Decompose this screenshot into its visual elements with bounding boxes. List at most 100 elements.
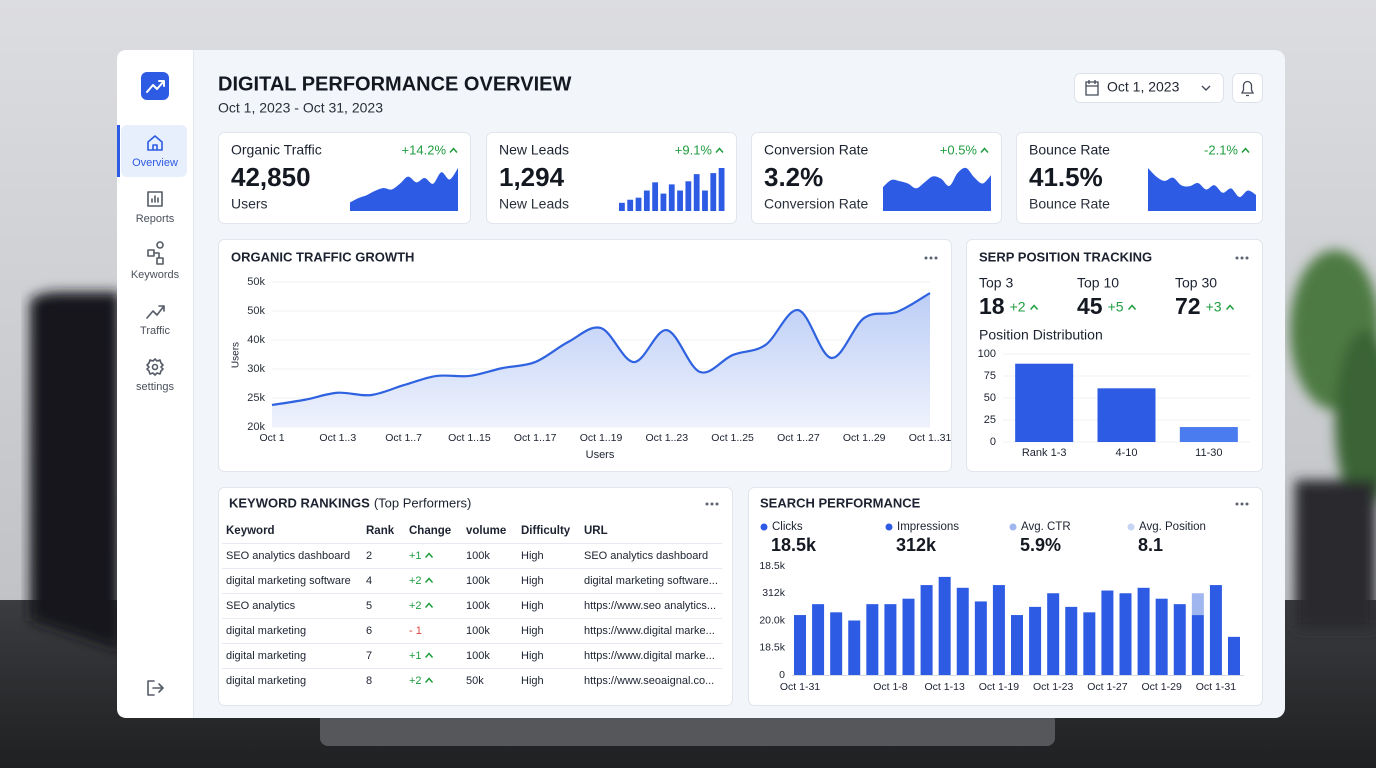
menu-dot[interactable]	[1245, 256, 1249, 260]
x-tick-label: Oct 1-19	[979, 681, 1019, 693]
menu-dot[interactable]	[1240, 256, 1244, 260]
menu-dot[interactable]	[705, 502, 709, 506]
icon-calendar	[1085, 80, 1099, 96]
trend-arrow	[449, 147, 458, 153]
laptop-base	[320, 712, 1055, 746]
trend-arrow	[1127, 304, 1137, 310]
y-tick-label: 30k	[247, 363, 265, 375]
kpi-value: 1,294	[499, 162, 565, 192]
x-tick-label: 11-30	[1195, 447, 1222, 459]
trend-arrow	[1225, 304, 1235, 310]
table-header: Change	[409, 525, 451, 537]
nav-active-bar	[117, 125, 120, 177]
table-cell: https://www.seoaignal.co...	[584, 675, 714, 687]
legend-dot	[1009, 523, 1017, 531]
y-tick-label: 50k	[247, 276, 265, 288]
menu-dot[interactable]	[934, 256, 938, 260]
menu-dot[interactable]	[715, 502, 719, 506]
y-tick-label: 50k	[247, 305, 265, 317]
trend-arrow	[424, 552, 434, 558]
table-cell: 2	[366, 550, 372, 562]
x-tick-label: Oct 1..23	[645, 432, 688, 444]
bar	[794, 615, 806, 675]
legend-dot	[760, 523, 768, 531]
x-tick-label: Oct 1..19	[580, 432, 623, 444]
nav-item[interactable]: Reports	[136, 213, 175, 225]
table-header: volume	[466, 525, 506, 537]
kpi-title: New Leads	[499, 142, 569, 158]
legend-label: Impressions	[897, 521, 959, 533]
line	[271, 292, 931, 407]
nav-item[interactable]: Overview	[132, 157, 178, 169]
menu-dot[interactable]	[1235, 502, 1239, 506]
bar	[812, 604, 825, 675]
trend-arrow	[1029, 304, 1039, 310]
menu-dot[interactable]	[929, 256, 933, 260]
table-cell: High	[521, 650, 544, 662]
bar	[1191, 593, 1204, 616]
table-cell: digital marketing	[226, 650, 306, 662]
table-cell: +2	[409, 675, 422, 687]
table-cell: - 1	[409, 625, 422, 637]
icon-traffic	[146, 305, 165, 319]
kpi-change: +0.5%	[940, 142, 978, 157]
spark-bar	[677, 190, 683, 211]
nav-item[interactable]: settings	[136, 381, 174, 393]
stat-value: 45	[1077, 293, 1103, 319]
bar	[1047, 593, 1060, 675]
date-picker-label[interactable]: Oct 1, 2023	[1107, 79, 1180, 95]
legend-label: Avg. Position	[1139, 521, 1206, 533]
icon-logout[interactable]	[147, 680, 164, 696]
table-cell: SEO analytics dashboard	[226, 550, 350, 562]
nav-item[interactable]: Traffic	[140, 325, 170, 337]
y-tick-label: 20.0k	[759, 614, 785, 626]
table-header: URL	[584, 525, 608, 537]
y-tick-label: 18.5k	[759, 642, 785, 654]
table-cell: https://www.seo analytics...	[584, 600, 716, 612]
table-cell: High	[521, 600, 544, 612]
x-tick-label: Oct 1..25	[711, 432, 754, 444]
bar	[992, 585, 1005, 675]
bar	[1101, 590, 1114, 675]
bar	[1209, 585, 1222, 675]
table-card	[218, 487, 733, 706]
chart-title: SEARCH PERFORMANCE	[760, 495, 921, 510]
y-tick-label: 75	[984, 370, 996, 382]
menu-dot[interactable]	[1235, 256, 1239, 260]
bar	[902, 598, 915, 675]
notifications-button[interactable]	[1232, 73, 1263, 103]
menu-dot[interactable]	[1240, 502, 1244, 506]
table-cell: https://www.digital marke...	[584, 650, 715, 662]
table-cell: High	[521, 625, 544, 637]
spark-bar	[702, 190, 708, 211]
bar	[1173, 604, 1186, 675]
spark-bar	[693, 174, 700, 211]
table-cell: digital marketing	[226, 675, 306, 687]
x-tick-label: Oct 1	[259, 432, 284, 444]
icon-settings	[146, 358, 164, 376]
menu-dot[interactable]	[1245, 502, 1249, 506]
trend-arrow	[1241, 147, 1250, 153]
legend-dot	[885, 523, 893, 531]
card-subtitle: (Top Performers)	[374, 495, 472, 510]
stat-change: +3	[1206, 299, 1222, 315]
menu-dot[interactable]	[710, 502, 714, 506]
menu-dot[interactable]	[924, 256, 928, 260]
x-tick-label: Oct 1..27	[777, 432, 820, 444]
nav-item[interactable]: Keywords	[131, 269, 180, 281]
y-tick-label: 50	[984, 392, 996, 404]
table-cell: digital marketing software	[226, 575, 351, 587]
date-picker[interactable]	[1074, 73, 1224, 103]
bar	[1191, 615, 1204, 675]
background-plant	[1290, 250, 1376, 630]
x-tick-label: 4-10	[1115, 447, 1137, 459]
spark-bar	[627, 199, 634, 211]
spark-bar	[635, 197, 642, 211]
stat-label: Top 3	[979, 275, 1013, 291]
stat-label: Top 30	[1175, 275, 1217, 291]
x-tick-label: Oct 1..7	[385, 432, 422, 444]
spark-bar	[660, 193, 667, 211]
kpi-value: 3.2%	[764, 162, 823, 192]
table-cell: SEO analytics dashboard	[584, 550, 708, 562]
table-cell: digital marketing	[226, 625, 306, 637]
